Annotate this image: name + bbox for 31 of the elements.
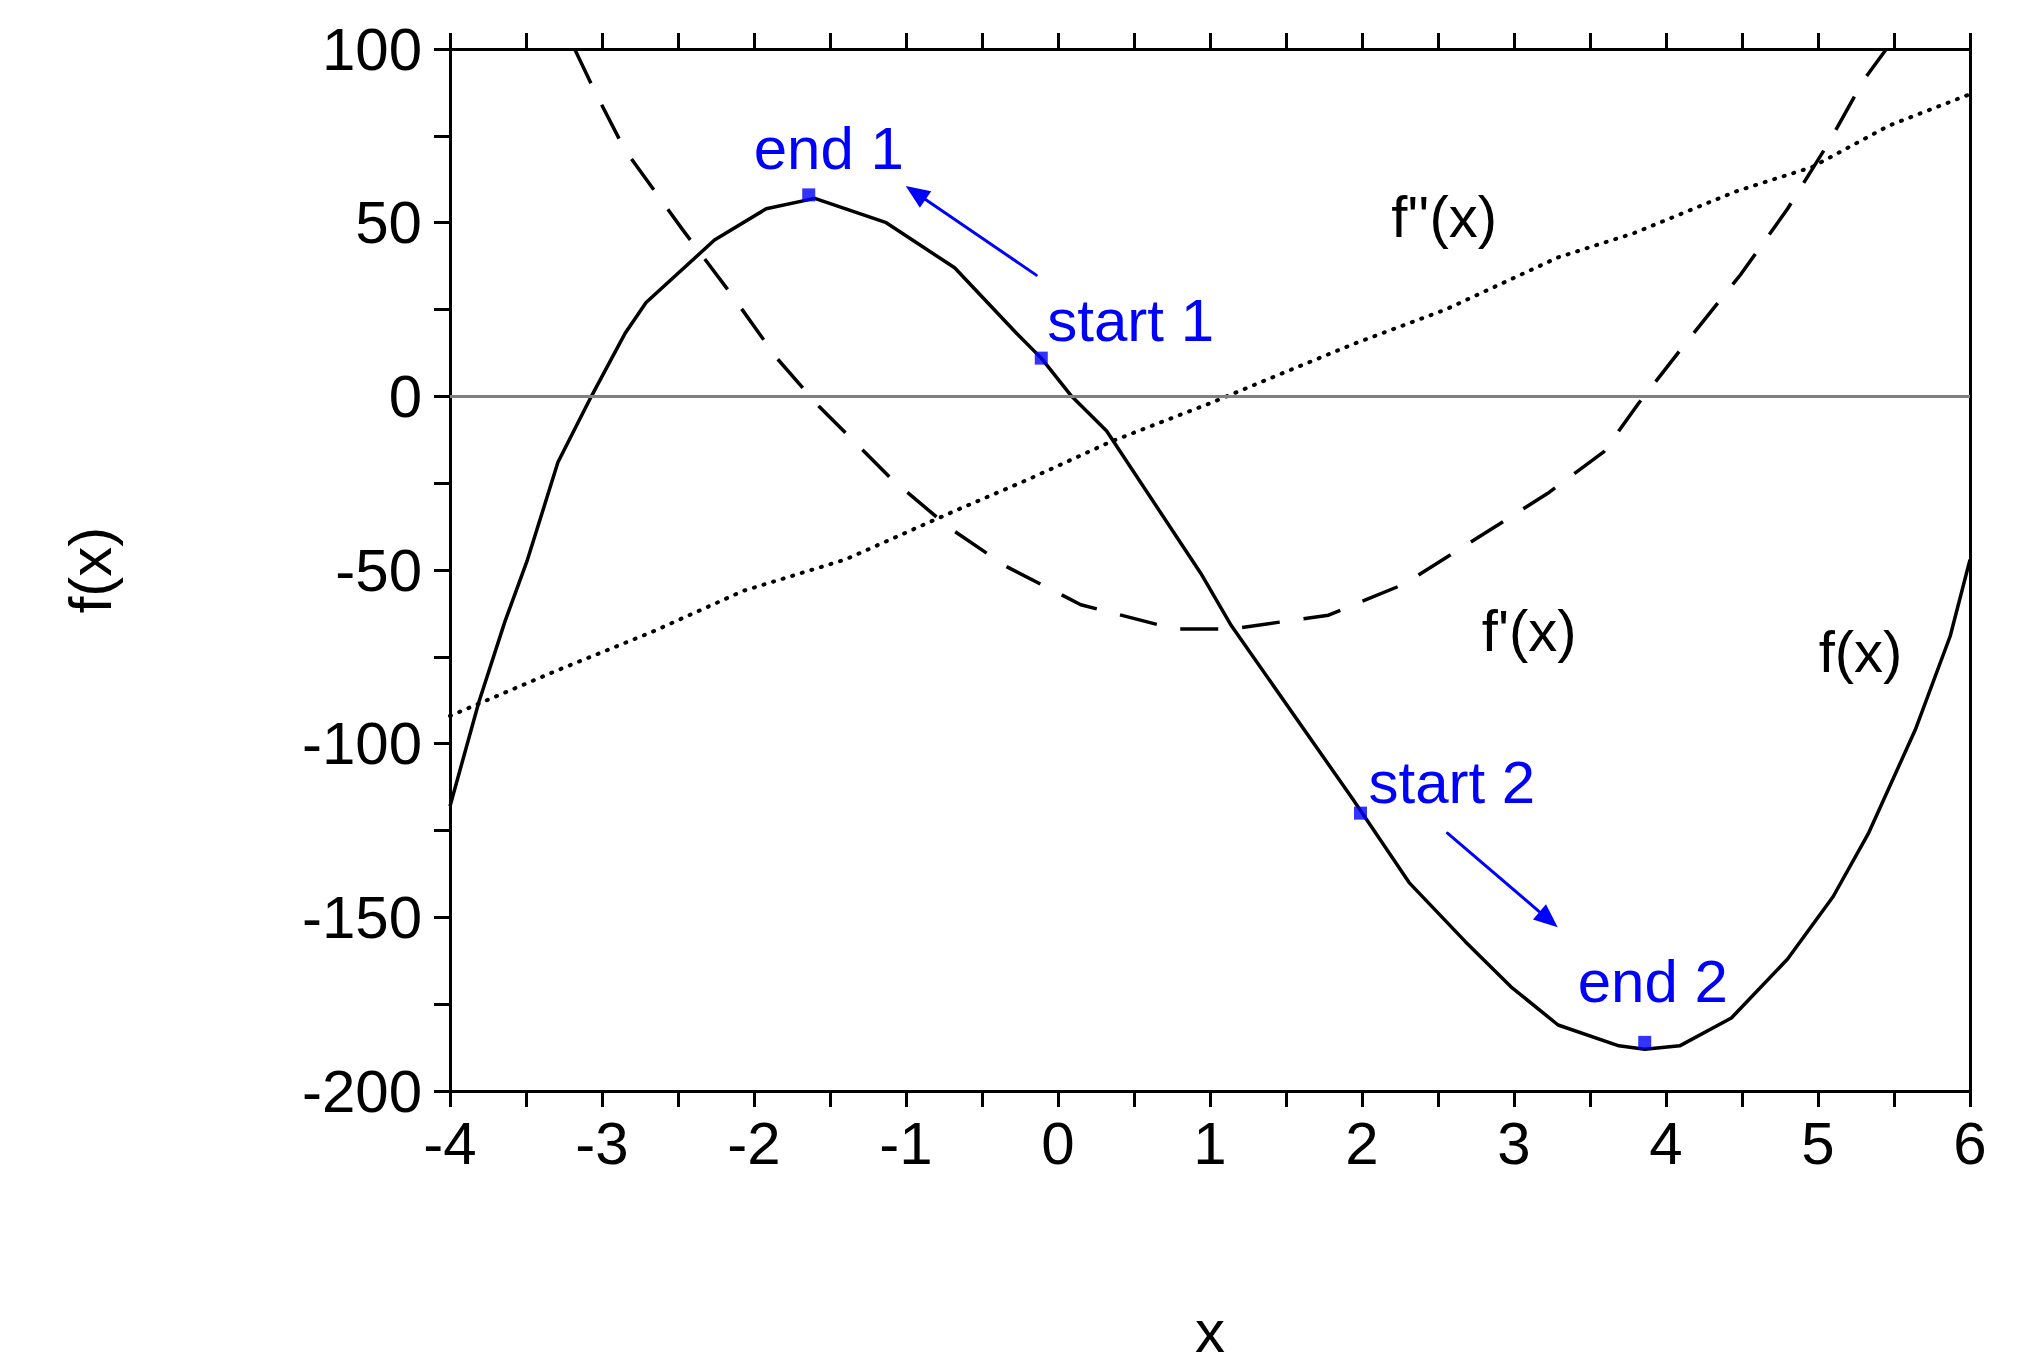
x-tick-label: 4 <box>1649 1109 1683 1177</box>
y-tick-label: 50 <box>355 189 422 257</box>
annotation: end 1 <box>753 115 904 183</box>
y-tick-label: 0 <box>388 362 422 430</box>
y-tick-label: -50 <box>335 536 422 604</box>
y-axis-title: f(x) <box>56 526 124 614</box>
x-tick-label: 6 <box>1953 1109 1987 1177</box>
y-tick-label: -200 <box>301 1057 422 1125</box>
x-tick-label: 2 <box>1345 1109 1379 1177</box>
annotation: end 2 <box>1577 947 1728 1015</box>
x-tick-label: 0 <box>1041 1109 1075 1177</box>
x-axis-title: x <box>1195 1297 1225 1365</box>
point <box>1638 1035 1652 1049</box>
x-tick-label: 3 <box>1497 1109 1531 1177</box>
x-tick-label: -4 <box>423 1109 477 1177</box>
y-tick-label: -100 <box>301 710 422 778</box>
y-tick-label: -150 <box>301 883 422 951</box>
annotation: start 1 <box>1047 286 1215 354</box>
point <box>1034 351 1048 365</box>
x-tick-label: -2 <box>727 1109 781 1177</box>
series-label: f(x) <box>1818 618 1903 684</box>
x-tick-label: 1 <box>1193 1109 1227 1177</box>
series-label: f''(x) <box>1391 184 1498 250</box>
point <box>802 188 816 202</box>
annotation: start 2 <box>1368 748 1536 816</box>
y-tick-label: 100 <box>321 15 422 83</box>
x-tick-label: -3 <box>575 1109 629 1177</box>
point <box>1353 806 1367 820</box>
x-tick-label: 5 <box>1801 1109 1835 1177</box>
x-tick-label: -1 <box>879 1109 933 1177</box>
series-label: f'(x) <box>1481 597 1577 663</box>
